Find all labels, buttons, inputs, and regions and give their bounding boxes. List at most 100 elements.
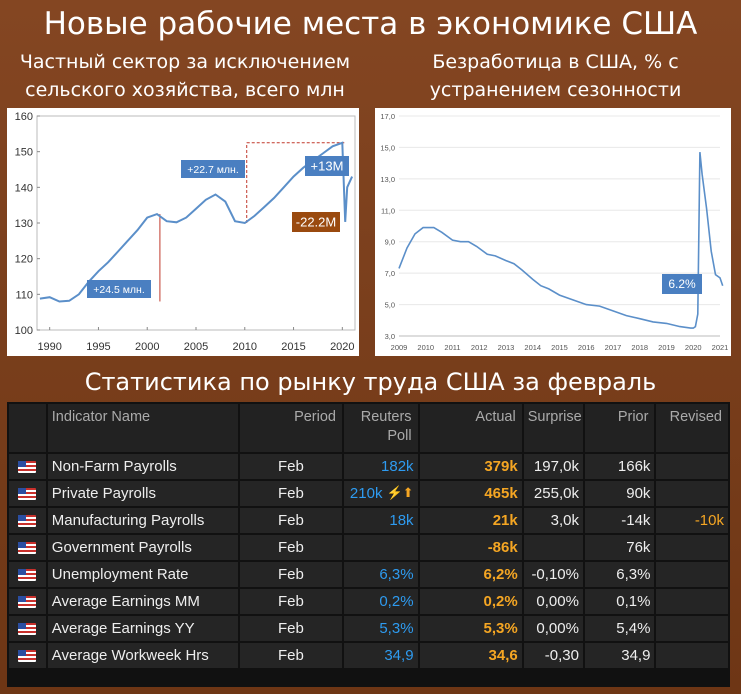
x-tick-label: 2010 [417, 343, 434, 352]
table-row[interactable]: Government Payrolls Feb -86k 76k [9, 535, 728, 560]
y-tick-label: 160 [15, 111, 33, 123]
reuters-poll-cell: 5,3% [343, 616, 418, 641]
reuters-poll-cell: ⚡⬆ 210k [343, 481, 418, 506]
y-tick-label: 7,0 [385, 269, 395, 278]
surprise-cell: 255,0k [523, 481, 583, 506]
surprise-cell: 0,00% [523, 589, 583, 614]
x-tick-label: 2005 [184, 341, 208, 353]
revised-cell [656, 562, 728, 587]
x-tick-label: 2019 [658, 343, 675, 352]
indicator-name: Private Payrolls [47, 481, 238, 506]
section-title: Статистика по рынку труда США за февраль [84, 368, 657, 396]
indicator-name: Manufacturing Payrolls [47, 508, 238, 533]
revised-cell [656, 616, 728, 641]
revised-cell: -10k [656, 508, 728, 533]
actual-cell: 5,3% [419, 616, 522, 641]
period-cell: Feb [239, 481, 342, 506]
x-tick-label: 2000 [135, 341, 159, 353]
x-tick-label: 2015 [281, 341, 305, 353]
col-period[interactable]: Period [239, 404, 342, 452]
surprise-cell: -0,30 [523, 643, 583, 668]
reuters-poll-cell: 6,3% [343, 562, 418, 587]
y-tick-label: 5,0 [385, 301, 395, 310]
table-row[interactable]: Average Workweek Hrs Feb 34,9 34,6 -0,30 34,9 [9, 643, 728, 668]
x-tick-label: 2017 [605, 343, 622, 352]
col-reuters-poll[interactable]: Reuters Poll [343, 404, 418, 452]
indicator-name: Non-Farm Payrolls [47, 454, 238, 479]
col-revised[interactable]: Revised [656, 404, 728, 452]
prior-cell: 5,4% [584, 616, 655, 641]
period-cell: Feb [239, 535, 342, 560]
callout-label: +24.5 млн. [93, 284, 145, 296]
callout-box [181, 160, 245, 178]
us-flag-icon [18, 488, 37, 501]
indicator-name: Average Earnings MM [47, 589, 238, 614]
x-tick-label: 2018 [631, 343, 648, 352]
us-flag-icon [18, 650, 37, 663]
callout-label: +22.7 млн. [187, 164, 239, 176]
table-row[interactable]: Private Payrolls Feb ⚡⬆ 210k 465k 255,0k 90k [9, 481, 728, 506]
period-cell: Feb [239, 562, 342, 587]
revised-cell [656, 454, 728, 479]
table-row[interactable]: Non-Farm Payrolls Feb 182k 379k 197,0k 166k [9, 454, 728, 479]
labor-stats-table: Indicator Name Period Reuters Poll Actual… [7, 402, 730, 687]
revised-cell [656, 481, 728, 506]
x-tick-label: 2009 [391, 343, 408, 352]
callout-label: 6.2% [668, 277, 696, 291]
period-cell: Feb [239, 589, 342, 614]
page-title: Новые рабочие места в экономике США [43, 6, 698, 42]
col-indicator-name[interactable]: Indicator Name [47, 404, 238, 452]
y-tick-label: 15,0 [380, 143, 395, 152]
y-tick-label: 140 [15, 182, 33, 194]
surprise-cell: 3,0k [523, 508, 583, 533]
col-actual[interactable]: Actual [419, 404, 522, 452]
indicator-name: Average Earnings YY [47, 616, 238, 641]
x-tick-label: 2014 [524, 343, 541, 352]
y-tick-label: 150 [15, 147, 33, 159]
us-flag-icon [18, 596, 37, 609]
revised-cell [656, 643, 728, 668]
y-tick-label: 17,0 [380, 112, 395, 121]
reuters-poll-value: 210k [349, 485, 383, 502]
actual-cell: 34,6 [419, 643, 522, 668]
actual-cell: 21k [419, 508, 522, 533]
right-chart-subtitle: Безработица в США, % с устранением сезон… [370, 48, 741, 104]
flag [9, 643, 46, 668]
us-flag-icon [18, 461, 37, 474]
y-tick-label: 100 [15, 325, 33, 337]
x-tick-label: 2020 [330, 341, 354, 353]
reuters-poll-cell: 0,2% [343, 589, 418, 614]
revised-cell [656, 589, 728, 614]
prior-cell: 6,3% [584, 562, 655, 587]
table-row[interactable]: Average Earnings MM Feb 0,2% 0,2% 0,00% 0,1% [9, 589, 728, 614]
us-flag-icon [18, 542, 37, 555]
col-surprise[interactable]: Surprise [523, 404, 583, 452]
y-tick-label: 13,0 [380, 175, 395, 184]
y-tick-label: 120 [15, 254, 33, 266]
y-tick-label: 9,0 [385, 238, 395, 247]
x-tick-label: 2016 [578, 343, 595, 352]
surprise-cell: 197,0k [523, 454, 583, 479]
flag [9, 454, 46, 479]
actual-cell: 6,2% [419, 562, 522, 587]
us-flag-icon [18, 569, 37, 582]
prior-cell: 90k [584, 481, 655, 506]
table-row[interactable]: Manufacturing Payrolls Feb 18k 21k 3,0k -14k -… [9, 508, 728, 533]
col-prior[interactable]: Prior [584, 404, 655, 452]
actual-cell: 465k [419, 481, 522, 506]
y-tick-label: 110 [15, 289, 33, 301]
callout-box [292, 212, 340, 232]
period-cell: Feb [239, 643, 342, 668]
callout-box [87, 280, 151, 298]
right-subtitle-line-1: Безработица в США, % с [432, 51, 679, 73]
table-header-row: Indicator Name Period Reuters Poll Actual… [9, 404, 728, 452]
flag [9, 616, 46, 641]
x-tick-label: 1995 [86, 341, 110, 353]
flag [9, 481, 46, 506]
table-row[interactable]: Average Earnings YY Feb 5,3% 5,3% 0,00% 5,4% [9, 616, 728, 641]
x-tick-label: 2011 [444, 343, 460, 352]
table-row[interactable]: Unemployment Rate Feb 6,3% 6,2% -0,10% 6,3% [9, 562, 728, 587]
period-cell: Feb [239, 454, 342, 479]
flag [9, 589, 46, 614]
